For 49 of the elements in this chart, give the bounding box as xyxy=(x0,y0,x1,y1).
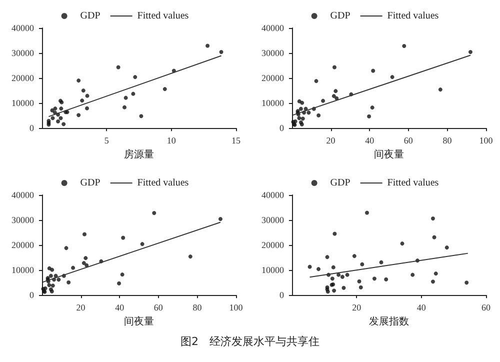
y-tick-label: 10000 xyxy=(12,98,34,108)
y-tick-label: 10000 xyxy=(262,98,284,108)
legend-label: GDP xyxy=(330,178,351,188)
y-tick-label: 0 xyxy=(30,290,34,300)
x-axis-title: 发展指数 xyxy=(369,316,409,328)
legend-label: Fitted values xyxy=(137,10,189,22)
y-tick-label: 40000 xyxy=(12,23,34,33)
x-tick-label: 5 xyxy=(104,136,110,146)
y-tick-label: 30000 xyxy=(12,48,34,58)
x-tick-label: 100 xyxy=(229,302,244,313)
x-tick-label: 80 xyxy=(442,136,452,146)
x-tick-label: 40 xyxy=(416,302,426,313)
y-tick-label: 0 xyxy=(280,123,284,134)
y-tick-label: 30000 xyxy=(12,215,34,226)
x-tick-label: 60 xyxy=(154,302,164,313)
legend-label: GDP xyxy=(80,178,101,188)
legend-label: Fitted values xyxy=(137,178,189,188)
y-tick-label: 40000 xyxy=(262,190,284,200)
x-axis-title: 房源量 xyxy=(124,148,154,160)
y-tick-label: 20000 xyxy=(12,240,34,250)
legend-label: GDP xyxy=(80,10,101,22)
x-tick-label: 20 xyxy=(352,302,362,313)
x-axis-title: 间夜量 xyxy=(124,316,154,328)
x-tick-label: 100 xyxy=(479,136,494,146)
x-tick-label: 40 xyxy=(365,136,375,146)
y-tick-label: 20000 xyxy=(12,73,34,84)
y-tick-label: 10000 xyxy=(12,265,34,276)
legend-label: GDP xyxy=(330,10,351,22)
x-tick-label: 15 xyxy=(232,136,241,146)
y-tick-label: 0 xyxy=(30,123,34,134)
caption: 图2 经济发展水平与共享住 xyxy=(180,334,320,349)
y-tick-label: 40000 xyxy=(12,190,34,200)
x-axis-title: 间夜量 xyxy=(374,148,404,160)
y-tick-label: 40000 xyxy=(262,23,284,33)
x-tick-label: 60 xyxy=(482,302,491,313)
x-tick-label: 80 xyxy=(192,302,202,313)
x-tick-label: 10 xyxy=(166,136,176,146)
x-tick-label: 40 xyxy=(115,302,125,313)
y-tick-label: 20000 xyxy=(262,73,284,84)
x-tick-label: 60 xyxy=(404,136,414,146)
y-tick-label: 0 xyxy=(280,290,284,300)
x-tick-label: 20 xyxy=(326,136,336,146)
legend-label: Fitted values xyxy=(387,10,439,22)
y-tick-label: 30000 xyxy=(262,48,284,58)
x-tick-label: 20 xyxy=(76,302,86,313)
y-tick-label: 10000 xyxy=(262,265,284,276)
y-tick-label: 20000 xyxy=(262,240,284,250)
y-tick-label: 30000 xyxy=(262,215,284,226)
legend-label: Fitted values xyxy=(387,178,439,188)
